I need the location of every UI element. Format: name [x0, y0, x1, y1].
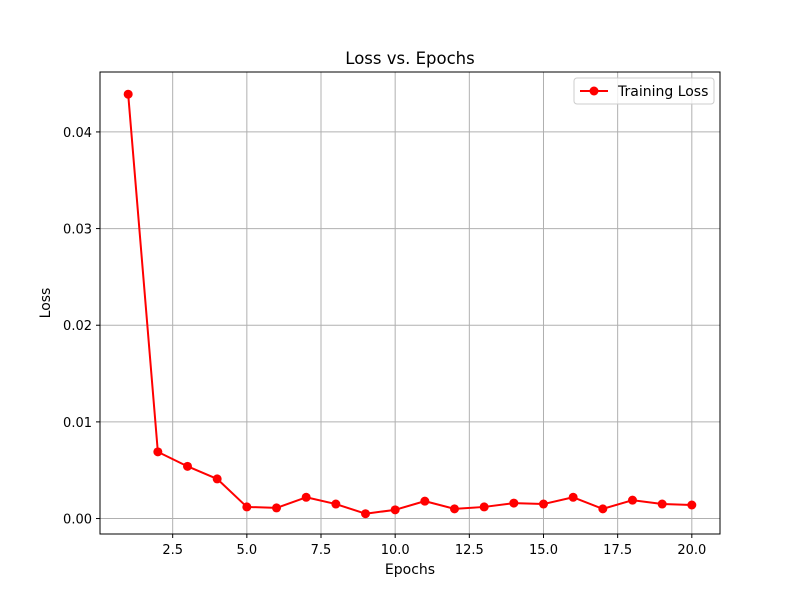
x-tick-label: 20.0 — [677, 543, 706, 558]
data-point — [627, 495, 637, 505]
data-point — [420, 496, 430, 506]
series-layer — [123, 89, 697, 519]
legend-marker — [589, 86, 599, 96]
y-tick-label: 0.04 — [63, 126, 92, 141]
chart-title: Loss vs. Epochs — [345, 49, 474, 68]
series-line — [127, 94, 692, 515]
x-tick-label: 5.0 — [236, 543, 257, 558]
data-point — [183, 461, 193, 471]
y-axis-ticks: 0.00 0.01 0.02 0.03 0.04 — [63, 126, 100, 528]
data-point — [390, 505, 400, 515]
x-tick-label: 10.0 — [381, 543, 410, 558]
x-axis-ticks: 2.5 5.0 7.5 10.0 12.5 15.0 17.5 20.0 — [162, 534, 706, 558]
y-tick-label: 0.03 — [63, 223, 92, 238]
legend-box — [573, 77, 715, 105]
y-tick-label: 0.00 — [63, 513, 92, 528]
y-axis-label: Loss — [38, 288, 54, 319]
data-point — [568, 492, 578, 502]
data-point — [479, 502, 489, 512]
grid — [100, 72, 720, 534]
data-point — [331, 499, 341, 509]
data-point — [212, 474, 222, 484]
data-point — [509, 498, 519, 508]
data-point — [153, 447, 163, 457]
x-tick-label: 7.5 — [311, 543, 332, 558]
y-tick-label: 0.01 — [63, 416, 92, 431]
y-tick-label: 0.02 — [63, 319, 92, 334]
legend: Training Loss — [573, 77, 715, 105]
data-point — [538, 499, 548, 509]
x-axis-label: Epochs — [385, 562, 435, 578]
data-point — [687, 500, 697, 510]
x-tick-label: 15.0 — [529, 543, 558, 558]
data-point — [272, 503, 282, 513]
data-point — [449, 504, 459, 514]
data-point — [657, 499, 667, 509]
x-tick-label: 17.5 — [603, 543, 632, 558]
data-point — [242, 502, 252, 512]
data-point — [123, 89, 133, 99]
data-point — [301, 492, 311, 502]
legend-label: Training Loss — [617, 84, 708, 100]
data-point — [598, 504, 608, 514]
x-tick-label: 12.5 — [455, 543, 484, 558]
x-tick-label: 2.5 — [162, 543, 183, 558]
data-point — [361, 509, 371, 519]
plot-frame — [99, 71, 721, 535]
